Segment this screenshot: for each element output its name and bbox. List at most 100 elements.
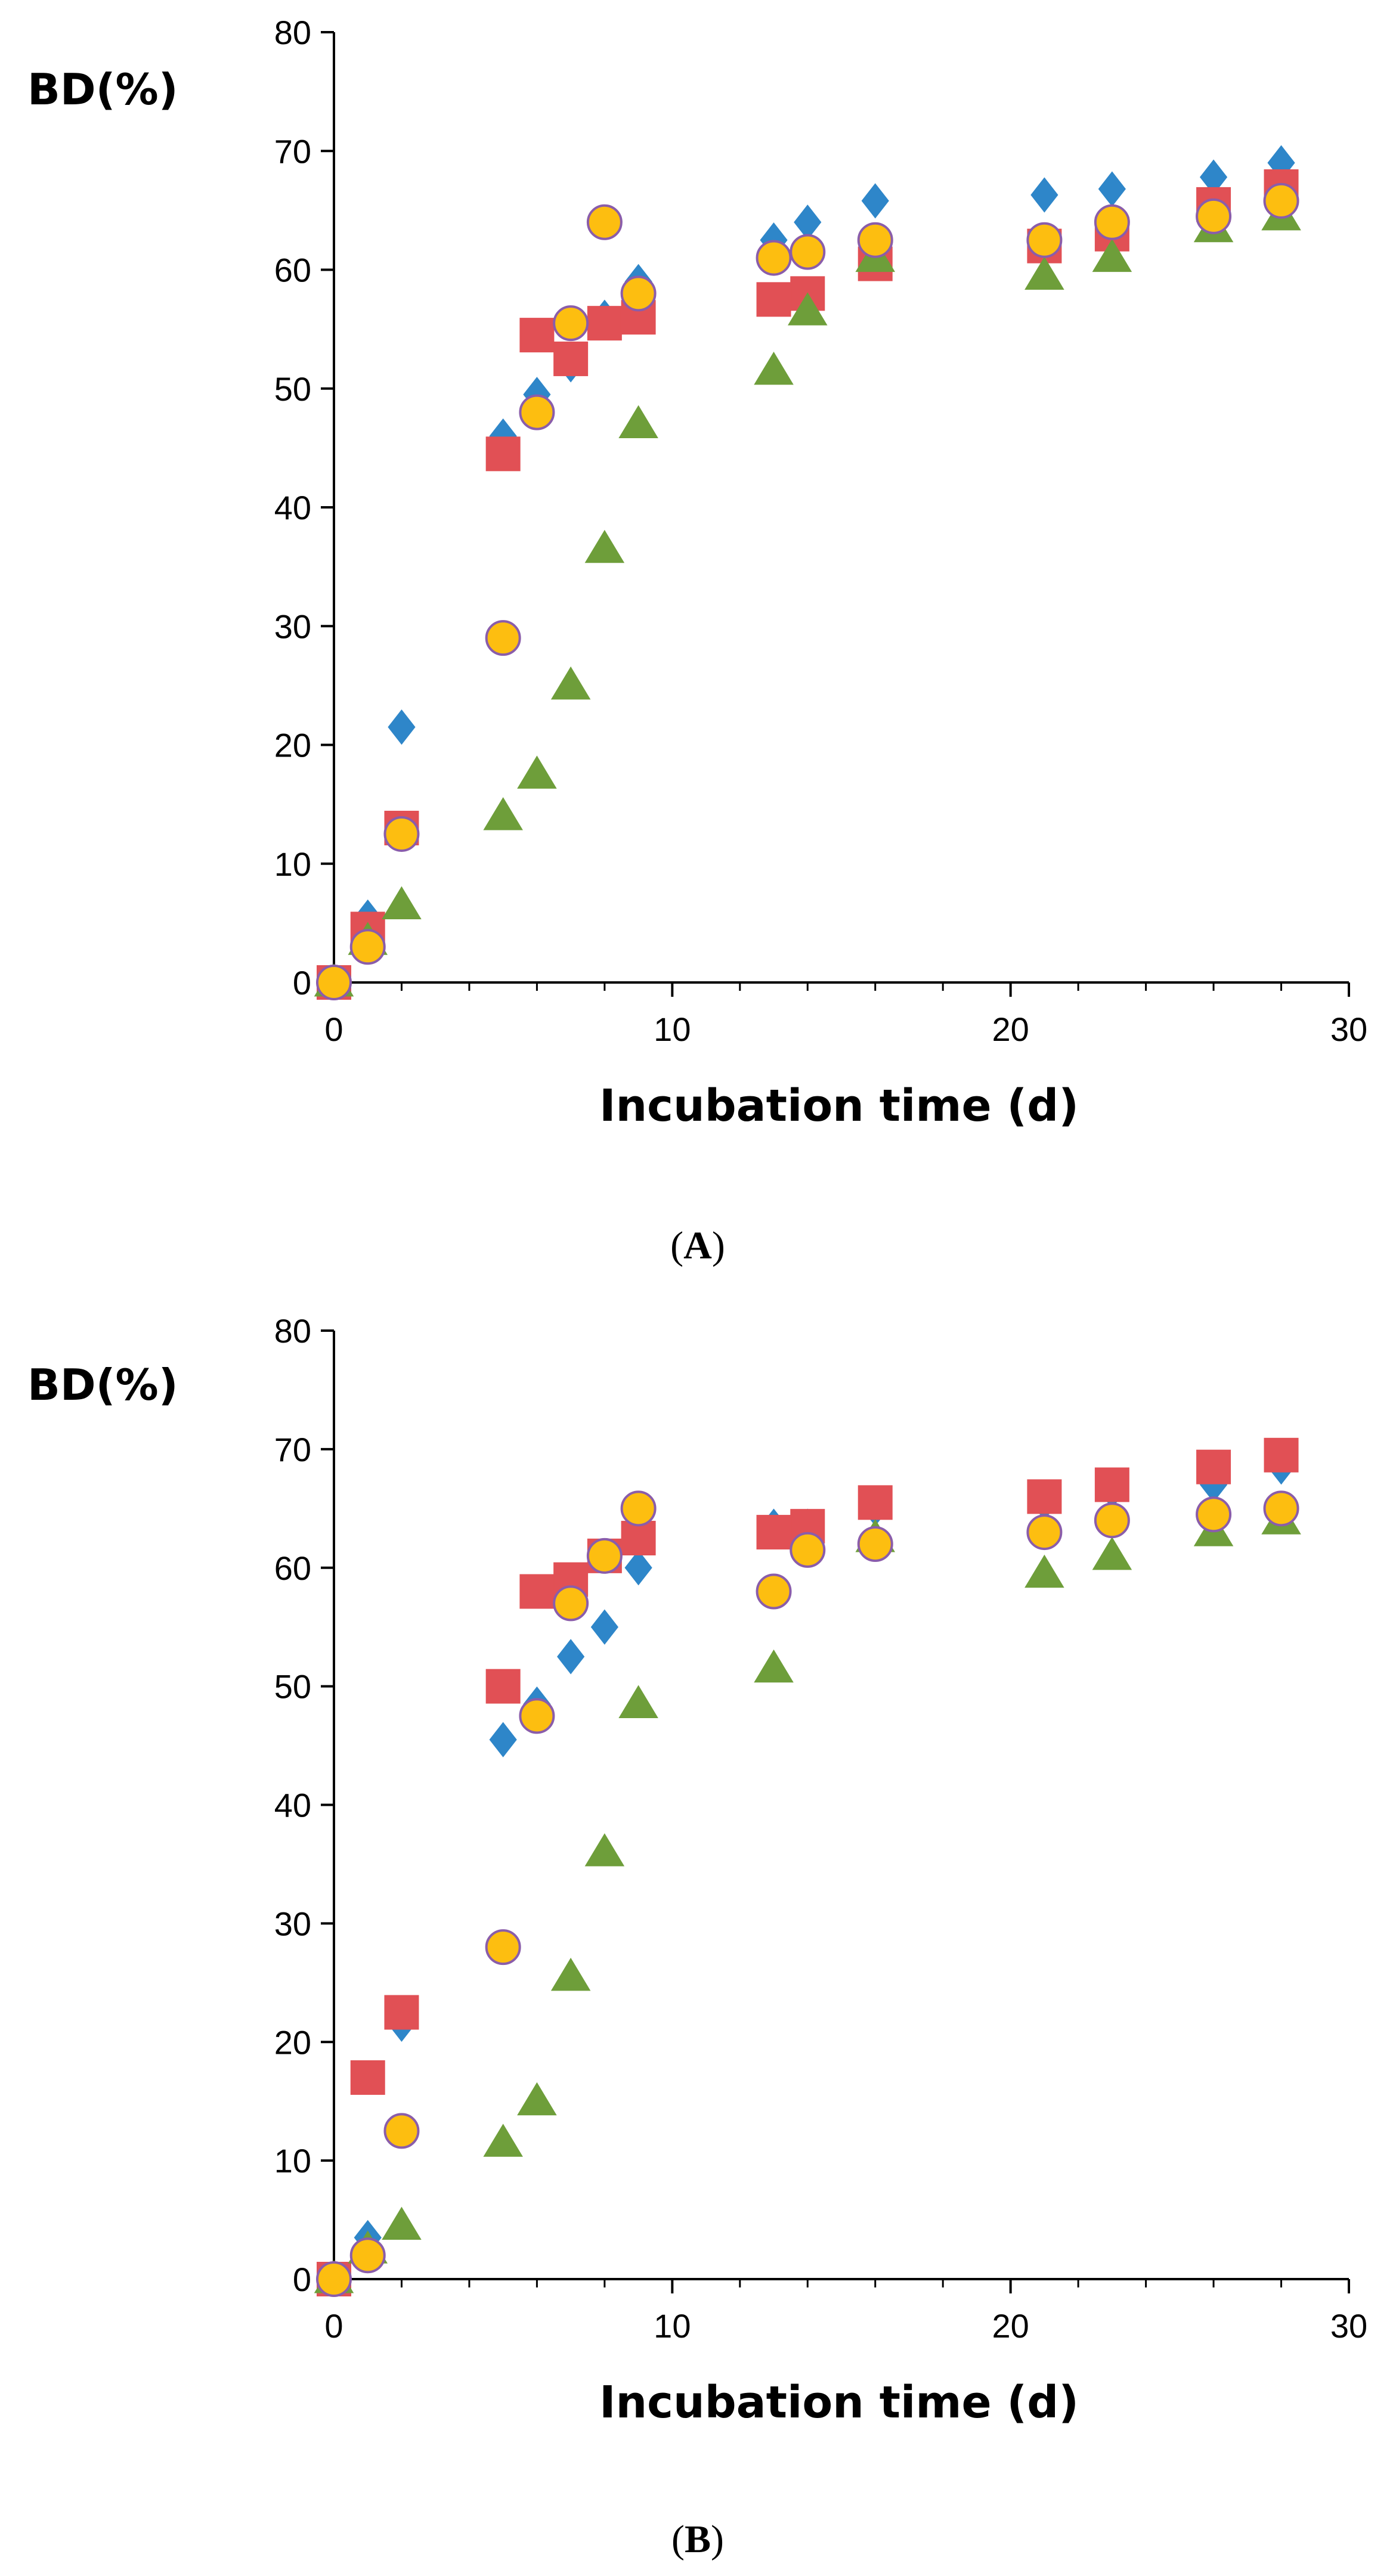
data-point-square bbox=[519, 318, 555, 353]
data-point-circle bbox=[857, 1526, 893, 1562]
data-point-square bbox=[485, 1669, 521, 1704]
data-point-circle bbox=[485, 620, 521, 656]
data-point-triangle bbox=[517, 2082, 557, 2116]
data-point-circle bbox=[586, 204, 623, 240]
data-point-square bbox=[621, 1521, 656, 1556]
data-point-circle bbox=[790, 234, 826, 270]
y-tick-label: 10 bbox=[274, 2142, 311, 2180]
data-point-circle bbox=[383, 2113, 420, 2149]
data-point-circle bbox=[1094, 1502, 1130, 1539]
data-point-square bbox=[519, 1574, 555, 1609]
data-point-square bbox=[1094, 1467, 1129, 1502]
data-point-circle bbox=[756, 240, 792, 276]
data-point-circle bbox=[857, 222, 893, 258]
y-tick-label: 80 bbox=[274, 1312, 311, 1350]
data-point-triangle bbox=[382, 886, 422, 919]
data-point-circle bbox=[1196, 198, 1232, 234]
data-point-circle bbox=[519, 394, 555, 430]
x-tick-label: 10 bbox=[654, 1010, 691, 1048]
x-axis-label: Incubation time (d) bbox=[599, 2377, 1079, 2428]
data-point-circle bbox=[316, 2261, 352, 2297]
data-point-triangle bbox=[1024, 1554, 1064, 1588]
data-point-diamond bbox=[388, 709, 416, 745]
x-tick-label: 0 bbox=[324, 2307, 343, 2345]
data-point-circle bbox=[383, 816, 420, 852]
data-point-circle bbox=[1094, 204, 1130, 240]
data-point-circle bbox=[620, 1490, 657, 1527]
panel-caption: (B) bbox=[671, 2518, 724, 2561]
data-point-circle bbox=[485, 1929, 521, 1966]
data-point-square bbox=[485, 436, 521, 472]
x-tick-label: 30 bbox=[1330, 1010, 1367, 1048]
data-point-circle bbox=[1026, 222, 1063, 258]
data-point-triangle bbox=[550, 666, 591, 700]
data-point-diamond bbox=[557, 1639, 585, 1675]
x-tick-label: 20 bbox=[992, 1010, 1029, 1048]
data-point-circle bbox=[1263, 1490, 1299, 1527]
x-tick-label: 20 bbox=[992, 2307, 1029, 2345]
series-circle bbox=[316, 1490, 1299, 2297]
data-point-circle bbox=[790, 1532, 826, 1568]
y-tick-label: 70 bbox=[274, 132, 311, 170]
panel-caption: (A) bbox=[670, 1224, 725, 1267]
data-point-square bbox=[1264, 1437, 1299, 1473]
y-tick-label: 20 bbox=[274, 2023, 311, 2061]
x-tick-label: 0 bbox=[324, 1010, 343, 1048]
data-point-diamond bbox=[861, 183, 889, 219]
y-tick-label: 50 bbox=[274, 370, 311, 408]
data-point-square bbox=[587, 306, 622, 341]
data-point-circle bbox=[586, 1537, 623, 1574]
data-point-circle bbox=[1026, 1514, 1063, 1551]
data-point-square bbox=[858, 1485, 893, 1520]
data-point-triangle bbox=[1092, 238, 1132, 272]
data-point-triangle bbox=[517, 755, 557, 789]
data-point-circle bbox=[316, 965, 352, 1000]
data-point-circle bbox=[620, 275, 657, 312]
data-point-triangle bbox=[754, 1649, 794, 1683]
y-tick-label: 60 bbox=[274, 252, 311, 289]
data-point-diamond bbox=[489, 1722, 517, 1757]
series-diamond bbox=[320, 1449, 1295, 2297]
data-point-circle bbox=[349, 929, 386, 965]
data-point-diamond bbox=[590, 1609, 618, 1645]
data-point-triangle bbox=[483, 2124, 523, 2157]
chart-panel-a: BD(%) Incubation time (d) (A) 0 10 20 30 40 5… bbox=[27, 14, 1367, 1267]
data-point-triangle bbox=[788, 292, 828, 326]
data-point-circle bbox=[553, 305, 589, 342]
y-tick-label: 40 bbox=[274, 1787, 311, 1824]
y-tick-label: 10 bbox=[274, 845, 311, 883]
data-point-circle bbox=[1196, 1496, 1232, 1533]
x-axis-label: Incubation time (d) bbox=[599, 1080, 1079, 1132]
data-point-diamond bbox=[624, 1550, 652, 1586]
data-point-triangle bbox=[550, 1957, 591, 1991]
data-point-circle bbox=[553, 1585, 589, 1622]
y-tick-label: 30 bbox=[274, 607, 311, 645]
data-point-circle bbox=[756, 1573, 792, 1610]
data-point-triangle bbox=[382, 2206, 422, 2240]
y-tick-label: 70 bbox=[274, 1431, 311, 1468]
data-point-triangle bbox=[1024, 256, 1064, 290]
data-point-circle bbox=[349, 2237, 386, 2274]
data-point-circle bbox=[1263, 182, 1299, 219]
data-point-triangle bbox=[1092, 1536, 1132, 1570]
y-tick-label: 0 bbox=[293, 964, 311, 1002]
data-point-square bbox=[1027, 1479, 1062, 1514]
data-point-square bbox=[756, 1515, 791, 1550]
data-point-square bbox=[1196, 1449, 1231, 1484]
data-point-square bbox=[553, 341, 589, 376]
y-tick-label: 20 bbox=[274, 727, 311, 764]
y-tick-label: 80 bbox=[274, 14, 311, 51]
data-point-triangle bbox=[584, 1833, 625, 1867]
chart-panel-b: BD(%) Incubation time (d) (B) 0 10 20 30 40 5… bbox=[27, 1312, 1367, 2561]
y-tick-label: 50 bbox=[274, 1668, 311, 1706]
y-axis-label: BD(%) bbox=[27, 64, 178, 114]
data-point-triangle bbox=[618, 1685, 658, 1718]
data-point-diamond bbox=[1030, 177, 1058, 213]
y-tick-label: 60 bbox=[274, 1549, 311, 1587]
series-triangle bbox=[314, 197, 1301, 997]
series-triangle bbox=[314, 1501, 1301, 2293]
data-point-diamond bbox=[794, 204, 822, 240]
data-point-triangle bbox=[584, 529, 625, 563]
series-circle bbox=[316, 182, 1299, 1000]
series-diamond bbox=[320, 145, 1295, 1000]
